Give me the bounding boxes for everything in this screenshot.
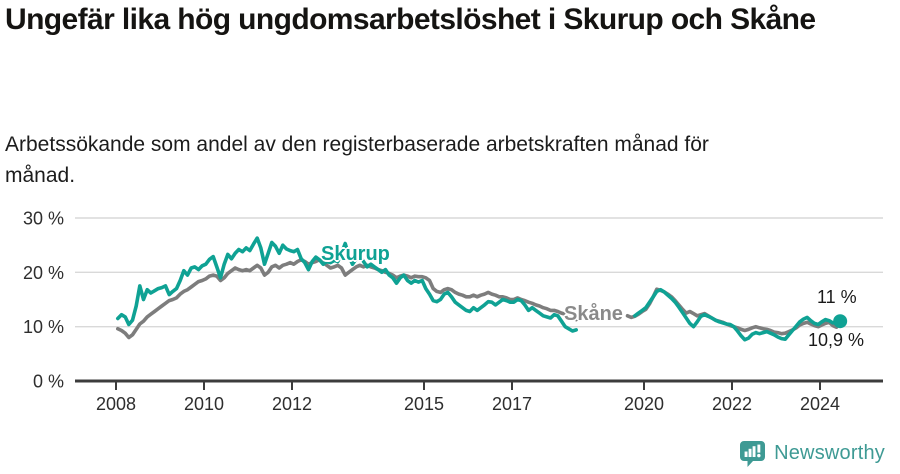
newsworthy-logo: Newsworthy (739, 440, 885, 467)
x-tick-label: 2024 (800, 394, 840, 414)
x-tick-label: 2022 (712, 394, 752, 414)
series-label-skane: Skåne (564, 303, 623, 325)
end-point-marker-skurup (833, 314, 848, 329)
x-tick-label: 2010 (184, 394, 224, 414)
newsworthy-icon (740, 441, 766, 467)
x-tick-label: 2015 (404, 394, 444, 414)
series-label-skurup: Skurup (321, 243, 390, 265)
line-skurup-segment-2 (632, 287, 843, 342)
y-tick-label: 0 % (33, 372, 64, 392)
line-skåne-segment-1 (116, 257, 579, 340)
end-value-skane: 10,9 % (808, 330, 865, 350)
x-tick-label: 2012 (272, 394, 312, 414)
end-value-skurup: 11 % (817, 287, 857, 307)
newsworthy-wordmark: Newsworthy (774, 442, 885, 464)
x-tick-label: 2008 (96, 394, 136, 414)
x-tick-label: 2020 (624, 394, 664, 414)
y-tick-label: 20 % (23, 263, 64, 283)
x-tick-label: 2017 (492, 394, 532, 414)
chart-subtitle: Arbetssökande som andel av den registerb… (5, 133, 709, 187)
line-skurup-segment-1 (116, 236, 579, 333)
y-tick-label: 30 % (23, 209, 64, 229)
y-tick-label: 10 % (23, 317, 64, 337)
chart-title: Ungefär lika hög ungdomsarbetslöshet i S… (5, 3, 816, 36)
